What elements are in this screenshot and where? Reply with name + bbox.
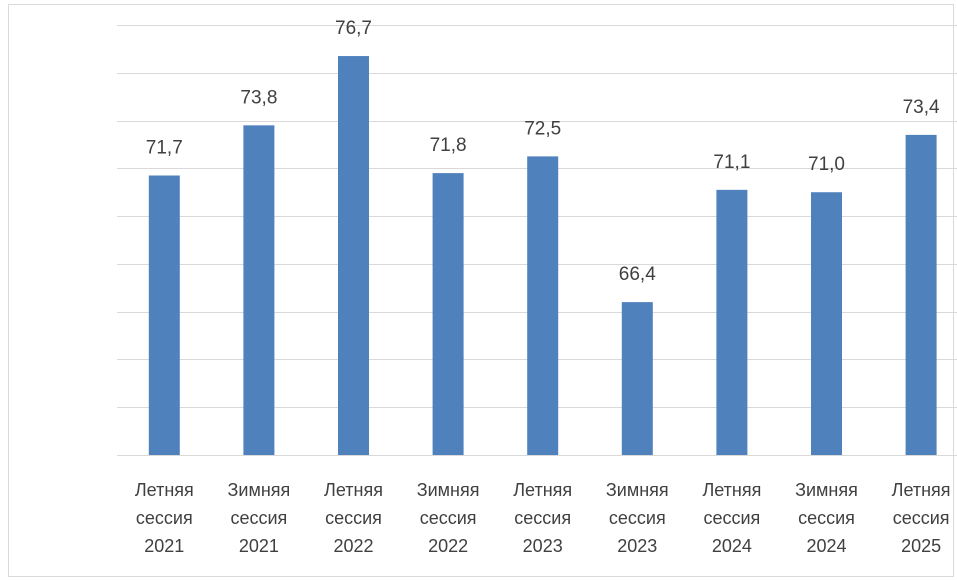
data-label: 71,1: [713, 152, 750, 173]
x-tick-label-line: 2021: [144, 536, 184, 556]
x-tick-label-line: сессия: [893, 508, 950, 528]
x-tick-label: Летняя сессия 2023: [513, 480, 572, 556]
x-tick-label-line: сессия: [514, 508, 571, 528]
x-tick-label: Летняя сессия 2022: [324, 480, 383, 556]
x-tick-label-line: 2022: [428, 536, 468, 556]
x-tick-label: Зимняя сессия 2024: [795, 480, 858, 556]
x-tick-label-line: Летняя: [324, 480, 383, 500]
x-tick-label-line: 2024: [806, 536, 846, 556]
data-label: 71,7: [146, 138, 183, 159]
x-tick-label: Зимняя сессия 2021: [228, 480, 291, 556]
x-tick-label-line: 2023: [617, 536, 657, 556]
data-label: 66,4: [619, 264, 656, 285]
x-tick-label-line: 2022: [333, 536, 373, 556]
x-tick-label-line: Зимняя: [795, 480, 858, 500]
x-tick-label: Летняя сессия 2024: [702, 480, 761, 556]
data-label: 73,4: [903, 97, 940, 118]
data-label: 71,0: [808, 154, 845, 175]
x-tick-label: Зимняя сессия 2023: [606, 480, 669, 556]
data-label: 76,7: [335, 18, 372, 39]
x-tick-label-line: 2024: [712, 536, 752, 556]
data-label: 72,5: [524, 118, 561, 139]
bar: [243, 125, 275, 455]
x-tick-label-line: Летняя: [135, 480, 194, 500]
x-tick-label-line: 2023: [523, 536, 563, 556]
x-tick-label-line: 2025: [901, 536, 941, 556]
x-tick-label-line: сессия: [420, 508, 477, 528]
x-tick-label-line: сессия: [325, 508, 382, 528]
x-tick-label-line: Зимняя: [228, 480, 291, 500]
x-tick-label-line: сессия: [798, 508, 855, 528]
x-tick-label-line: сессия: [703, 508, 760, 528]
bar: [621, 302, 653, 455]
x-tick-label-line: Зимняя: [606, 480, 669, 500]
x-tick-label-line: сессия: [609, 508, 666, 528]
bar: [527, 156, 559, 455]
x-tick-labels: Летняя сессия 2021 Зимняя сессия 2021 Летняя се…: [135, 480, 951, 556]
x-tick-label-line: Летняя: [702, 480, 761, 500]
bars: [148, 56, 937, 456]
x-tick-label-line: Летняя: [892, 480, 951, 500]
data-label: 71,8: [430, 135, 467, 156]
bar: [338, 56, 369, 456]
x-tick-label-line: сессия: [230, 508, 287, 528]
x-tick-label-line: 2021: [239, 536, 279, 556]
bar: [716, 189, 748, 456]
data-label: 73,8: [240, 87, 277, 108]
x-tick-label-line: Летняя: [513, 480, 572, 500]
bar: [811, 192, 842, 455]
x-tick-label-line: Зимняя: [417, 480, 480, 500]
x-tick-label: Летняя сессия 2021: [135, 480, 194, 556]
x-tick-label-line: сессия: [136, 508, 193, 528]
data-labels: 71,7 73,8 76,7 71,8 72,5 66,4 71,1 71,0 73,4: [146, 18, 940, 285]
x-tick-label: Зимняя сессия 2022: [417, 480, 480, 556]
x-tick-label: Летняя сессия 2025: [892, 480, 951, 556]
bar: [905, 134, 937, 455]
bar: [432, 173, 464, 455]
bar: [148, 175, 180, 455]
